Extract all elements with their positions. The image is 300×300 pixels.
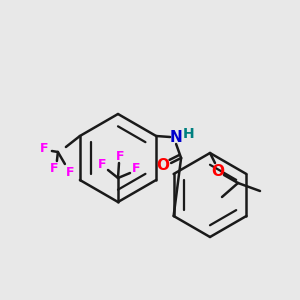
Text: F: F [50, 161, 58, 175]
Text: F: F [66, 166, 74, 178]
Text: O: O [212, 164, 224, 178]
Text: H: H [182, 127, 194, 141]
Text: O: O [157, 158, 169, 173]
Text: N: N [170, 130, 182, 146]
Text: F: F [132, 161, 140, 175]
Text: F: F [40, 142, 48, 154]
Text: F: F [98, 158, 106, 170]
Text: F: F [116, 149, 124, 163]
